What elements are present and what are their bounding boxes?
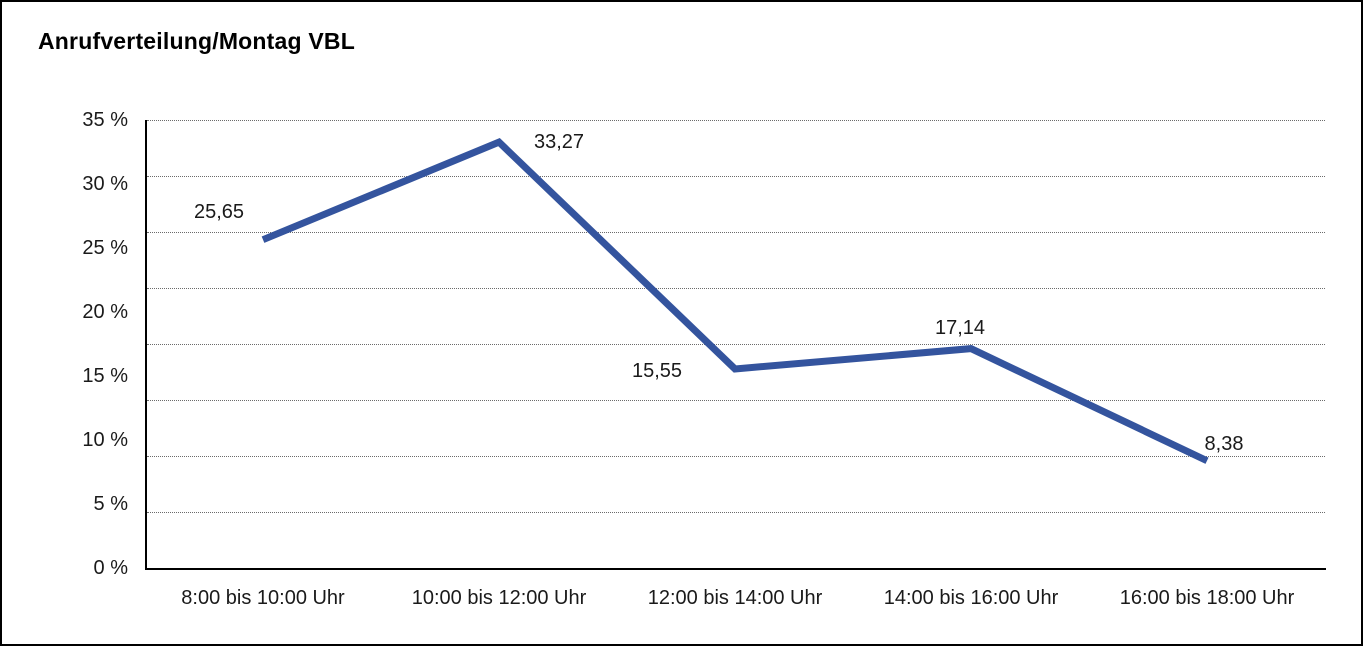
y-axis-line <box>145 120 147 570</box>
gridline <box>147 120 1325 121</box>
series-line <box>261 138 1209 464</box>
data-point-label: 8,38 <box>1204 432 1244 455</box>
y-tick-label: 5 % <box>93 493 128 515</box>
x-tick-label: 12:00 bis 14:00 Uhr <box>647 587 823 609</box>
x-tick-label: 10:00 bis 12:00 Uhr <box>411 587 587 609</box>
data-point-label: 25,65 <box>193 200 245 223</box>
gridline <box>147 512 1325 513</box>
gridline <box>147 232 1325 233</box>
gridline <box>147 176 1325 177</box>
gridline <box>147 288 1325 289</box>
y-tick-label: 15 % <box>82 365 128 387</box>
data-point-label: 17,14 <box>934 316 986 339</box>
y-tick-label: 10 % <box>82 429 128 451</box>
y-tick-label: 20 % <box>82 301 128 323</box>
chart-title: Anrufverteilung/Montag VBL <box>38 28 355 54</box>
y-tick-label: 35 % <box>82 109 128 131</box>
x-tick-label: 16:00 bis 18:00 Uhr <box>1119 587 1295 609</box>
x-axis-line <box>145 568 1326 570</box>
y-tick-label: 0 % <box>93 557 128 579</box>
gridline <box>147 456 1325 457</box>
gridline <box>147 344 1325 345</box>
series-line-layer <box>261 138 1209 464</box>
y-tick-label: 25 % <box>82 237 128 259</box>
data-point-label: 15,55 <box>631 359 683 382</box>
x-tick-label: 8:00 bis 10:00 Uhr <box>181 587 345 609</box>
y-tick-label: 30 % <box>82 173 128 195</box>
gridline <box>147 400 1325 401</box>
data-point-label: 33,27 <box>533 131 585 154</box>
x-tick-label: 14:00 bis 16:00 Uhr <box>883 587 1059 609</box>
